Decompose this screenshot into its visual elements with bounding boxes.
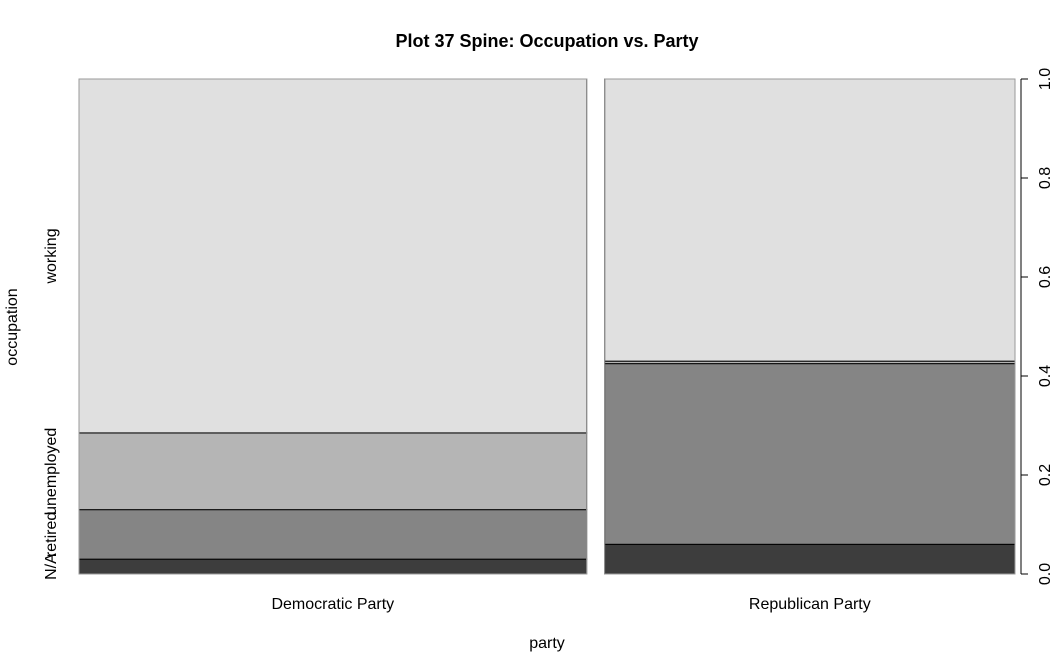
y-tick-label: 0.2 (1037, 464, 1054, 486)
occupation-label-unemployed: unemployed (43, 428, 60, 515)
segment-democratic-party-retired (78, 509, 588, 560)
chart-title: Plot 37 Spine: Occupation vs. Party (395, 31, 698, 51)
bar-outline-democratic-party (78, 78, 588, 575)
segment-democratic-party-working (78, 78, 588, 434)
y-tick-label: 1.0 (1037, 68, 1054, 90)
occupation-label-n-a: N/A (43, 553, 60, 580)
y-tick-label: 0.8 (1037, 167, 1054, 189)
segment-republican-party-n-a (604, 543, 1016, 575)
occupation-label-retired: retired (43, 512, 60, 557)
y-axis-title: occupation (4, 288, 21, 365)
segment-republican-party-retired (604, 363, 1016, 545)
y-tick-label: 0.4 (1037, 365, 1054, 387)
x-axis-title: party (529, 635, 565, 652)
x-tick-label: Democratic Party (271, 596, 394, 613)
bar-outline-republican-party (604, 78, 1016, 575)
y-tick-label: 0.0 (1037, 563, 1054, 585)
x-tick-label: Republican Party (749, 596, 871, 613)
occupation-label-working: working (43, 228, 60, 284)
segment-republican-party-working (604, 78, 1016, 362)
segment-democratic-party-unemployed (78, 432, 588, 511)
y-tick-label: 0.6 (1037, 266, 1054, 288)
segment-democratic-party-n-a (78, 558, 588, 575)
right-y-axis: 0.0 0.2 0.4 0.6 0.8 1.0 (1020, 68, 1054, 585)
plot-area (78, 78, 1016, 575)
x-category-labels: Democratic Party Republican Party (271, 596, 870, 613)
